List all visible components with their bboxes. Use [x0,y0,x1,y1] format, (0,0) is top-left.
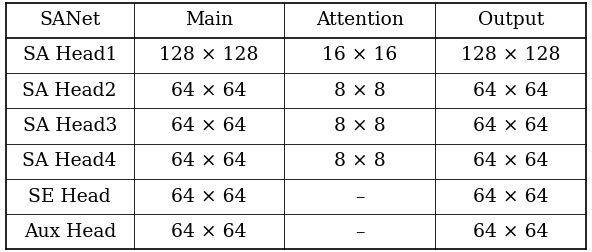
Text: 128 × 128: 128 × 128 [159,46,259,65]
Text: 64 × 64: 64 × 64 [473,82,548,100]
Text: SANet: SANet [39,11,101,29]
Text: 64 × 64: 64 × 64 [473,187,548,206]
Text: SE Head: SE Head [28,187,111,206]
Text: 8 × 8: 8 × 8 [334,117,386,135]
Text: 64 × 64: 64 × 64 [171,187,247,206]
Text: 8 × 8: 8 × 8 [334,152,386,170]
Text: SA Head3: SA Head3 [22,117,117,135]
Text: 64 × 64: 64 × 64 [473,152,548,170]
Text: Aux Head: Aux Head [24,223,116,241]
Text: 64 × 64: 64 × 64 [473,117,548,135]
Text: –: – [355,223,365,241]
Text: Attention: Attention [316,11,404,29]
Text: 64 × 64: 64 × 64 [171,117,247,135]
Text: 64 × 64: 64 × 64 [171,223,247,241]
Text: SA Head1: SA Head1 [22,46,117,65]
Text: 16 × 16: 16 × 16 [322,46,397,65]
Text: 64 × 64: 64 × 64 [473,223,548,241]
Text: SA Head4: SA Head4 [22,152,117,170]
Text: 8 × 8: 8 × 8 [334,82,386,100]
Text: 128 × 128: 128 × 128 [461,46,561,65]
Text: 64 × 64: 64 × 64 [171,82,247,100]
Text: 64 × 64: 64 × 64 [171,152,247,170]
Text: SA Head2: SA Head2 [22,82,117,100]
Text: Output: Output [478,11,544,29]
Text: –: – [355,187,365,206]
Text: Main: Main [185,11,233,29]
